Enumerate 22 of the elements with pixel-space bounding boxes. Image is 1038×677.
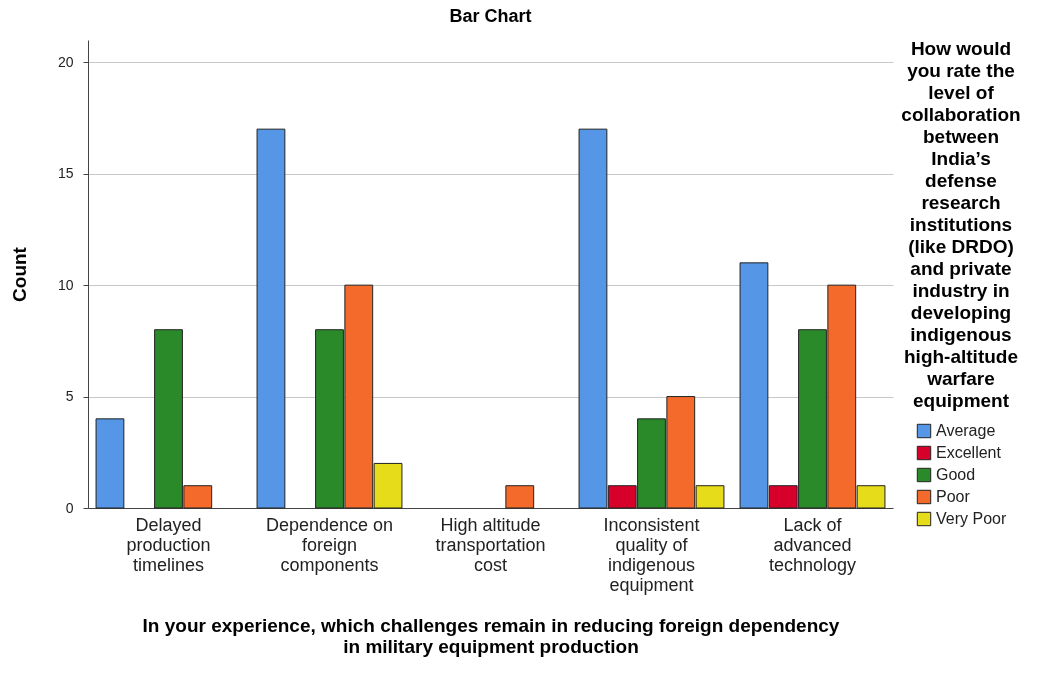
x-tick-label: Inconsistent quality of indigenous equipment: [603, 514, 700, 595]
text: How would you rate the level of collaboration between India’s defense research institutions (like DRDO) and private industry in developing indigenous high-altitude warfare equipment: [901, 38, 1021, 411]
chart-title: Bar Chart: [449, 6, 532, 26]
legend-label: Excellent: [936, 444, 1002, 461]
y-tick-label: 20: [57, 53, 74, 70]
legend-label: Poor: [936, 488, 971, 505]
x-axis-title: In your experience, which challenges remain in reducing foreign dependency in military equipment production: [142, 614, 840, 657]
y-tick-label: 5: [65, 388, 74, 405]
x-tick-label: Delayed production timelines: [126, 514, 211, 575]
y-tick-label: 10: [57, 276, 74, 293]
y-tick-label: 0: [65, 499, 74, 516]
legend-label: Good: [936, 466, 976, 483]
y-tick-label: 15: [57, 165, 74, 182]
bar: [505, 485, 535, 509]
x-tick-label: High altitude transportation cost: [435, 514, 546, 575]
bar: [95, 418, 125, 509]
bar: [256, 128, 286, 509]
legend-label: Very Poor: [936, 510, 1007, 527]
x-tick-label: Lack of advanced technology: [768, 514, 857, 575]
y-axis-title: Count: [8, 246, 30, 302]
x-tick-label: Dependence on foreign components: [265, 514, 394, 575]
legend-label: Average: [936, 422, 996, 439]
